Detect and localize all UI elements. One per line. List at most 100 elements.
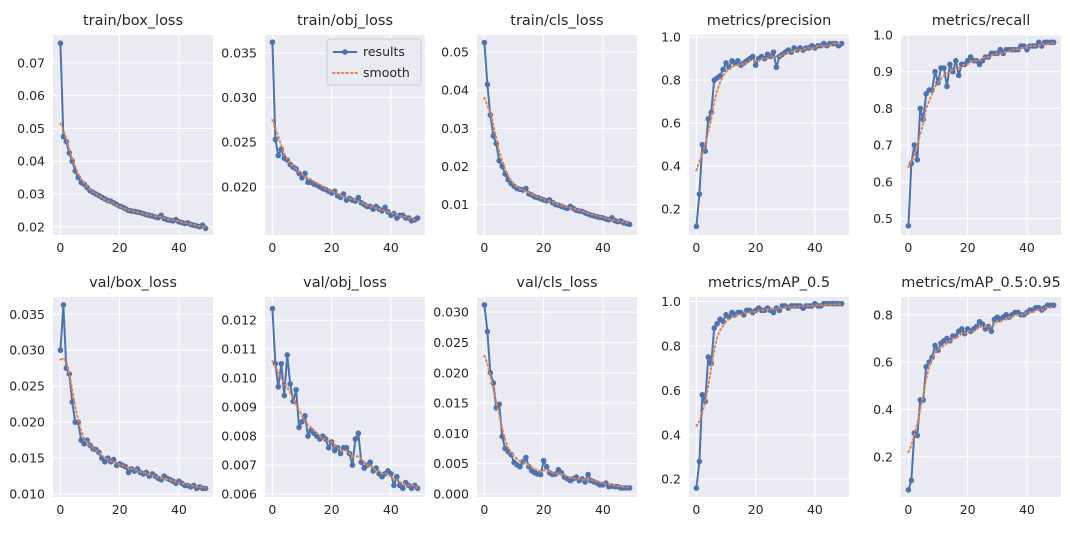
x-tick-label: 40 [595,240,611,255]
x-tick-label: 20 [324,240,340,255]
y-tick-label: 0.010 [221,371,257,386]
y-tick-label: 0.4 [873,402,893,417]
y-tick-label: 0.012 [221,313,257,328]
results-point [484,81,491,88]
results-point [773,64,780,71]
results-point [914,156,921,163]
results-point [60,133,67,140]
panel-metrics-recall: 0 20 40 0.5 0.6 0.7 0.8 0.9 1.0 metrics/recall [873,13,1061,255]
y-tick-label: 0.035 [221,45,257,60]
results-point [275,384,282,390]
x-tick-label: 0 [480,502,488,517]
y-tick-label: 0.000 [433,486,469,501]
results-point [325,444,332,451]
y-tick-label: 0.008 [221,429,257,444]
chart-title: val/cls_loss [516,275,597,291]
y-tick-label: 0.6 [661,116,681,131]
y-tick-label: 0.015 [433,396,469,411]
y-tick-label: 0.6 [661,383,681,398]
results-point [305,433,311,439]
panel-val-obj-loss: 0 20 40 0.006 0.007 0.008 0.009 0.010 0.011 0.012… [221,275,425,517]
y-tick-label: 1.0 [873,28,893,43]
results-point [696,458,703,465]
y-tick-label: 0.025 [433,335,469,350]
x-tick-label: 20 [324,502,340,517]
y-tick-label: 0.03 [441,121,469,136]
results-point [281,392,288,399]
y-tick-label: 0.5 [873,211,893,226]
smooth-line [483,96,631,225]
results-point [284,352,291,358]
panel-train-obj-loss: 0 20 40 0.020 0.025 0.030 0.035 train/obj_lossr… [221,13,425,255]
y-tick-label: 0.8 [661,73,681,88]
y-tick-label: 0.02 [17,219,45,234]
results-point [352,436,359,442]
panel-val-cls-loss: 0 20 40 0.000 0.005 0.010 0.015 0.020 0.025 0.030… [433,275,637,517]
y-tick-label: 0.7 [873,138,893,153]
results-point [481,39,488,46]
chart-title: train/box_loss [83,13,183,29]
y-tick-label: 0.05 [17,121,45,136]
x-tick-label: 40 [383,240,399,255]
results-point [696,191,703,197]
y-tick-label: 0.02 [441,159,469,174]
y-tick-label: 0.05 [441,45,469,60]
legend-results-label: results [363,44,405,59]
plot-area [53,35,213,235]
y-tick-label: 1.0 [661,30,681,45]
smooth-line [271,359,419,490]
results-point [358,459,365,466]
results-point [705,116,712,122]
panel-metrics-map-0-5: 0 20 40 0.2 0.4 0.6 0.8 1.0 metrics/mAP_0.5 [661,275,849,517]
results-point [537,471,544,478]
y-tick-label: 0.2 [661,202,681,217]
results-point [953,57,959,64]
results-point [711,325,717,331]
y-tick-label: 0.8 [873,101,893,116]
x-tick-label: 40 [1019,240,1035,255]
results-point [911,142,918,148]
results-point [717,73,723,79]
smooth-line [59,356,207,489]
smooth-line [907,304,1055,454]
results-point [66,371,73,377]
results-point [343,444,350,451]
results-point [905,487,912,493]
y-tick-label: 0.006 [221,487,257,502]
x-tick-label: 20 [960,240,976,255]
x-tick-label: 20 [112,502,128,517]
x-tick-label: 20 [748,240,764,255]
y-tick-label: 0.07 [17,55,45,70]
plot-area [689,35,849,235]
y-tick-label: 0.025 [221,135,257,150]
panel-metrics-precision: 0 20 40 0.2 0.4 0.6 0.8 1.0 metrics/precision [661,13,849,255]
results-point [399,485,406,492]
smooth-line [271,118,419,221]
plot-area [477,297,637,497]
results-point [720,66,726,73]
plot-area [477,35,637,235]
results-point [272,136,279,143]
y-tick-label: 1.0 [661,294,681,309]
panel-val-box-loss: 0 20 40 0.010 0.015 0.020 0.025 0.030 0.035 val/b… [9,275,213,517]
results-point [355,430,362,437]
y-tick-label: 0.015 [9,451,45,466]
y-tick-label: 0.6 [873,174,893,189]
x-tick-label: 20 [536,240,552,255]
x-tick-label: 40 [171,240,187,255]
smooth-line [695,42,843,172]
y-tick-label: 0.6 [873,355,893,370]
y-tick-label: 0.010 [9,487,45,502]
x-tick-label: 20 [748,502,764,517]
y-tick-label: 0.4 [661,427,681,442]
chart-title: train/cls_loss [510,13,603,29]
x-tick-label: 40 [595,502,611,517]
results-point [932,68,938,75]
x-tick-label: 0 [480,240,488,255]
x-tick-label: 40 [807,502,823,517]
y-tick-label: 0.4 [661,159,681,174]
x-tick-label: 0 [56,240,64,255]
results-point [761,55,768,62]
results-point [947,61,953,68]
